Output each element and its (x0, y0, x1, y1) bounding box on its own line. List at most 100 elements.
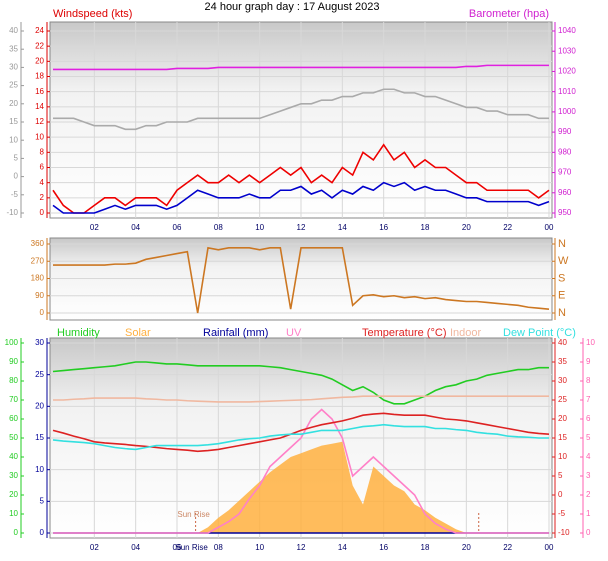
x-tick-label: 16 (379, 543, 388, 552)
x-tick-label: 12 (297, 543, 306, 552)
y-tick-label: 25 (35, 370, 44, 379)
y-tick-label: 970 (558, 168, 572, 177)
x-tick-label: 22 (503, 543, 512, 552)
y-tick-label: 0 (14, 172, 19, 181)
y-tick-label: 30 (558, 376, 567, 385)
y-tick-label: 30 (9, 471, 18, 480)
y-tick-label: 50 (9, 433, 18, 442)
legend-entry: Dew Point (°C) (503, 327, 576, 339)
y-tick-label: 0 (558, 490, 563, 499)
y-tick-label: 0 (40, 528, 45, 537)
y-tick-label: 10 (558, 452, 567, 461)
y-tick-label: 6 (40, 163, 45, 172)
y-tick-label: 60 (9, 414, 18, 423)
y-tick-label: 6 (586, 414, 591, 423)
y-tick-label: 980 (558, 147, 572, 156)
axis-title: Windspeed (kts) (53, 8, 132, 20)
y-tick-label: 30 (9, 63, 18, 72)
x-tick-label: 00 (545, 543, 554, 552)
y-tick-label: 25 (9, 81, 18, 90)
y-tick-label: 70 (9, 395, 18, 404)
x-tick-label: 10 (255, 543, 264, 552)
y-tick-label: W (558, 255, 569, 267)
line (53, 64, 549, 71)
y-tick-label: 20 (35, 401, 44, 410)
y-tick-label: 1010 (558, 87, 576, 96)
y-tick-label: 0 (586, 528, 591, 537)
y-tick-label: 0 (40, 208, 45, 217)
line (52, 181, 550, 214)
y-tick-label: 30 (35, 338, 44, 347)
y-tick-label: 35 (9, 44, 18, 53)
y-tick-label: 15 (9, 117, 18, 126)
line (52, 423, 549, 451)
y-tick-label: 20 (558, 414, 567, 423)
x-tick-label: 14 (338, 223, 347, 232)
y-tick-label: 40 (558, 338, 567, 347)
y-tick-label: 8 (586, 376, 591, 385)
y-tick-label: 90 (35, 291, 44, 300)
area (53, 441, 549, 533)
marker-axis-label: Sun Rise (175, 543, 208, 552)
y-tick-label: 2 (586, 490, 591, 499)
y-tick-label: 3 (586, 471, 591, 480)
y-tick-label: 18 (35, 72, 44, 81)
y-tick-label: 15 (558, 433, 567, 442)
x-tick-label: 16 (379, 223, 388, 232)
y-tick-label: 5 (40, 496, 45, 505)
line (53, 246, 550, 314)
legend-entry: Indoor (450, 327, 482, 339)
y-tick-label: 5 (14, 154, 19, 163)
y-tick-label: 20 (9, 490, 18, 499)
x-tick-label: 18 (421, 543, 430, 552)
y-tick-label: 24 (35, 26, 44, 35)
y-tick-label: N (558, 238, 566, 250)
y-tick-label: 10 (586, 338, 595, 347)
y-tick-label: 4 (586, 452, 591, 461)
y-tick-label: S (558, 272, 565, 284)
x-tick-label: 22 (503, 223, 512, 232)
x-tick-label: 18 (421, 223, 430, 232)
y-tick-label: 8 (40, 147, 45, 156)
y-tick-label: N (558, 307, 566, 319)
line (52, 361, 549, 405)
x-tick-label: 02 (90, 223, 99, 232)
x-tick-label: 08 (214, 543, 223, 552)
y-tick-label: 40 (9, 26, 18, 35)
y-tick-label: 960 (558, 188, 572, 197)
y-tick-label: -5 (558, 509, 566, 518)
y-tick-label: 22 (35, 41, 44, 50)
axis-title: Barometer (hpa) (469, 8, 549, 20)
y-tick-label: 2 (40, 193, 45, 202)
y-tick-label: 35 (558, 357, 567, 366)
line (53, 88, 549, 131)
y-tick-label: 10 (35, 465, 44, 474)
y-tick-label: 1020 (558, 67, 576, 76)
y-tick-label: 180 (31, 274, 45, 283)
y-tick-label: 1000 (558, 107, 576, 116)
x-tick-label: 20 (462, 543, 471, 552)
y-tick-label: 7 (586, 395, 591, 404)
y-tick-label: -10 (6, 208, 18, 217)
y-tick-label: 14 (35, 102, 44, 111)
line (52, 412, 550, 453)
y-tick-label: 12 (35, 117, 44, 126)
y-tick-label: 20 (9, 99, 18, 108)
y-tick-label: 10 (9, 509, 18, 518)
y-tick-label: 1030 (558, 46, 576, 55)
x-tick-label: 14 (338, 543, 347, 552)
y-tick-label: 9 (586, 357, 591, 366)
x-tick-label: 00 (545, 223, 554, 232)
y-tick-label: 80 (9, 376, 18, 385)
y-tick-label: -5 (11, 190, 19, 199)
y-tick-label: 20 (35, 56, 44, 65)
legend-entry: Rainfall (mm) (203, 327, 268, 339)
y-tick-label: 0 (14, 528, 19, 537)
x-tick-label: 20 (462, 223, 471, 232)
marker-label: Sun Rise (177, 510, 210, 519)
y-tick-label: -10 (558, 528, 570, 537)
chart-title: 24 hour graph day : 17 August 2023 (205, 1, 380, 13)
legend-entry: Solar (125, 327, 151, 339)
y-tick-label: 10 (9, 135, 18, 144)
